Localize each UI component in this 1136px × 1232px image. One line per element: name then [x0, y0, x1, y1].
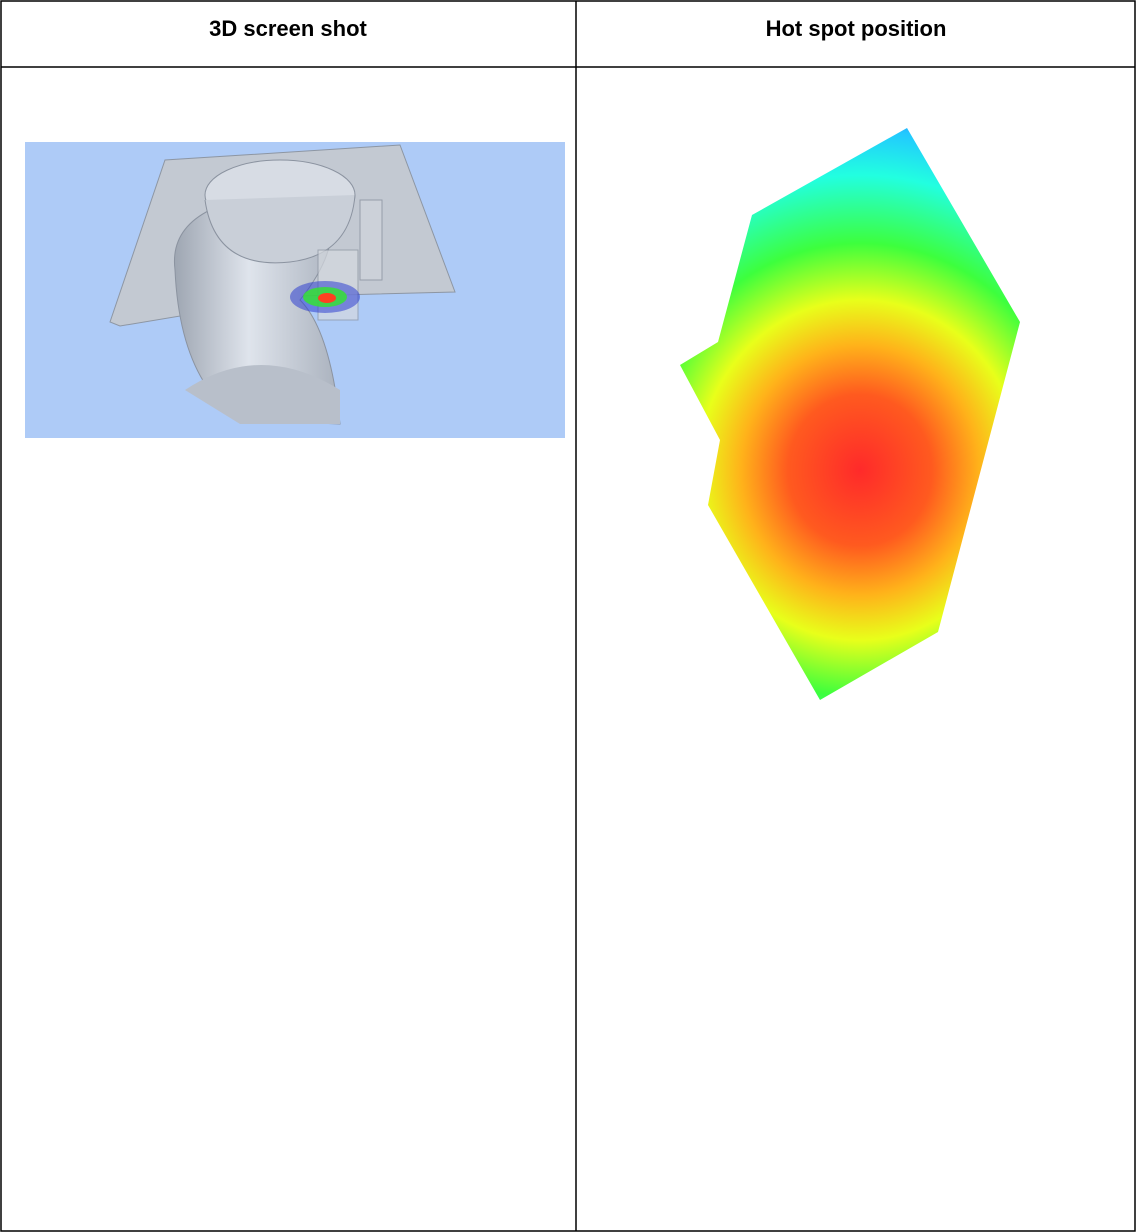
- screenshot-3d: [25, 142, 565, 438]
- header-cell: Hot spot position: [766, 16, 947, 41]
- header-cell: 3D screen shot: [209, 16, 367, 41]
- heatmap: [680, 128, 1020, 700]
